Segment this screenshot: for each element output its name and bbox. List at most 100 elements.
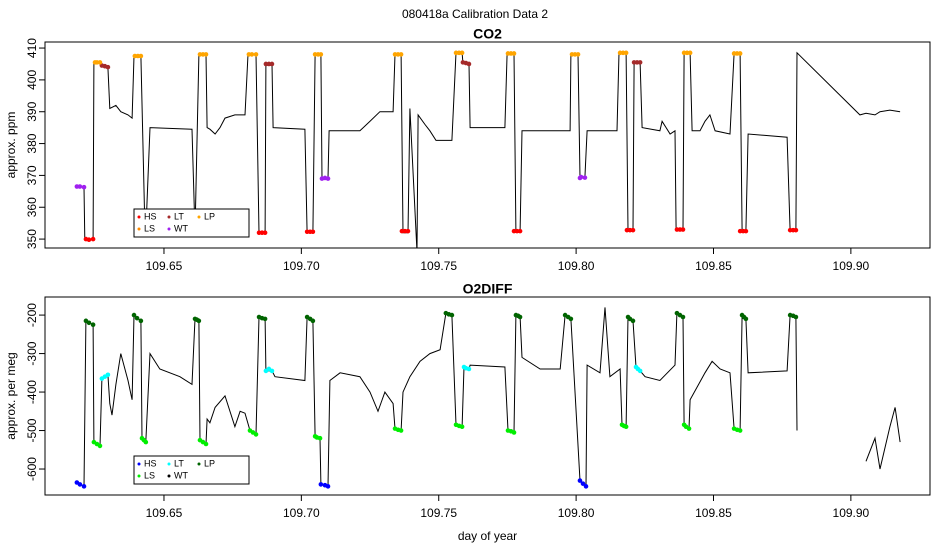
- calibration-point: [203, 52, 209, 57]
- calibration-point: [253, 432, 259, 437]
- legend-label: LS: [144, 223, 155, 233]
- calibration-point: [81, 184, 87, 190]
- x-tick-label: 109.75: [420, 259, 457, 273]
- calibration-point: [131, 312, 137, 318]
- calibration-point: [317, 435, 323, 441]
- calibration-point: [203, 441, 209, 447]
- x-tick-label: 109.85: [695, 506, 732, 520]
- calibration-point: [466, 61, 472, 67]
- calibration-point: [77, 482, 83, 487]
- calibration-point: [143, 439, 149, 445]
- y-tick-label: 350: [25, 229, 39, 249]
- legend-label: LP: [204, 211, 215, 221]
- legend-label: HS: [144, 458, 157, 468]
- calibration-point: [269, 368, 275, 374]
- legend-marker: [137, 462, 141, 466]
- legend-marker: [167, 227, 171, 231]
- calibration-point: [310, 318, 316, 324]
- legend-marker: [167, 462, 171, 466]
- calibration-point: [310, 229, 316, 235]
- calibration-point: [577, 478, 583, 483]
- calibration-point: [90, 322, 96, 328]
- x-tick-label: 109.90: [833, 506, 870, 520]
- x-tick-label: 109.75: [420, 506, 457, 520]
- calibration-point: [793, 314, 799, 320]
- calibration-point: [578, 174, 584, 180]
- calibration-point: [575, 52, 581, 57]
- calibration-point: [793, 227, 799, 233]
- x-tick-label: 109.80: [558, 259, 595, 273]
- calibration-point: [105, 372, 111, 378]
- calibration-point: [517, 228, 523, 234]
- calibration-point: [138, 318, 144, 324]
- legend-marker: [167, 474, 171, 478]
- calibration-point: [97, 60, 103, 65]
- calibration-point: [680, 314, 686, 320]
- y-axis-label: approx. per meg: [4, 352, 18, 439]
- calibration-point: [325, 176, 331, 181]
- x-tick-label: 109.65: [146, 259, 183, 273]
- calibration-point: [325, 484, 331, 489]
- calibration-point: [249, 52, 255, 57]
- y-tick-label: 410: [25, 38, 39, 58]
- calibration-point: [449, 312, 455, 318]
- calibration-point: [743, 316, 749, 322]
- legend-box: [133, 208, 250, 238]
- x-tick-label: 109.65: [146, 506, 183, 520]
- y-tick-label: -500: [25, 418, 39, 442]
- calibration-point: [630, 318, 636, 324]
- x-tick-label: 109.70: [283, 259, 320, 273]
- legend-label: LS: [144, 470, 155, 480]
- calibration-point: [196, 318, 202, 324]
- calibration-point: [582, 175, 588, 180]
- y-tick-label: -200: [25, 303, 39, 327]
- y-tick-label: 360: [25, 197, 39, 217]
- legend-label: LP: [204, 458, 215, 468]
- calibration-point: [262, 316, 268, 322]
- calibration-point: [81, 484, 87, 489]
- y-tick-label: 380: [25, 133, 39, 153]
- calibration-point: [86, 237, 92, 243]
- calibration-point: [459, 424, 465, 429]
- panel-title: O2DIFF: [463, 281, 513, 297]
- calibration-point: [511, 51, 517, 56]
- legend-box: [133, 455, 250, 485]
- x-axis-label: day of year: [458, 529, 517, 543]
- calibration-point: [262, 230, 268, 236]
- panel-title: CO2: [473, 26, 502, 42]
- calibration-point: [583, 484, 589, 489]
- calibration-point: [623, 424, 629, 429]
- plot-frame: [44, 41, 931, 249]
- legend-marker: [137, 215, 141, 219]
- legend-label: HS: [144, 211, 157, 221]
- calibration-point: [737, 51, 743, 56]
- y-tick-label: 370: [25, 165, 39, 185]
- legend-marker: [197, 462, 201, 466]
- trace-line: [76, 51, 901, 248]
- legend-label: WT: [174, 470, 188, 480]
- calibration-point: [318, 482, 324, 487]
- y-axis-label: approx. ppm: [4, 112, 18, 179]
- legend-marker: [167, 215, 171, 219]
- calibration-point: [86, 320, 92, 326]
- x-tick-label: 109.80: [558, 506, 595, 520]
- chart-title: 080418a Calibration Data 2: [402, 7, 548, 21]
- x-tick-label: 109.70: [283, 506, 320, 520]
- legend-marker: [137, 474, 141, 478]
- calibration-point: [90, 236, 96, 242]
- calibration-point: [405, 228, 411, 234]
- calibration-point: [743, 228, 749, 234]
- calibration-point: [686, 426, 692, 431]
- calibration-point: [623, 50, 629, 56]
- legend-label: LT: [174, 458, 184, 468]
- legend-label: LT: [174, 211, 184, 221]
- calibration-point: [687, 50, 693, 56]
- calibration-point: [398, 52, 404, 57]
- calibration-point: [318, 52, 324, 57]
- calibration-point: [680, 227, 686, 232]
- legend-label: WT: [174, 223, 188, 233]
- legend-marker: [137, 227, 141, 231]
- calibration-point: [630, 227, 636, 233]
